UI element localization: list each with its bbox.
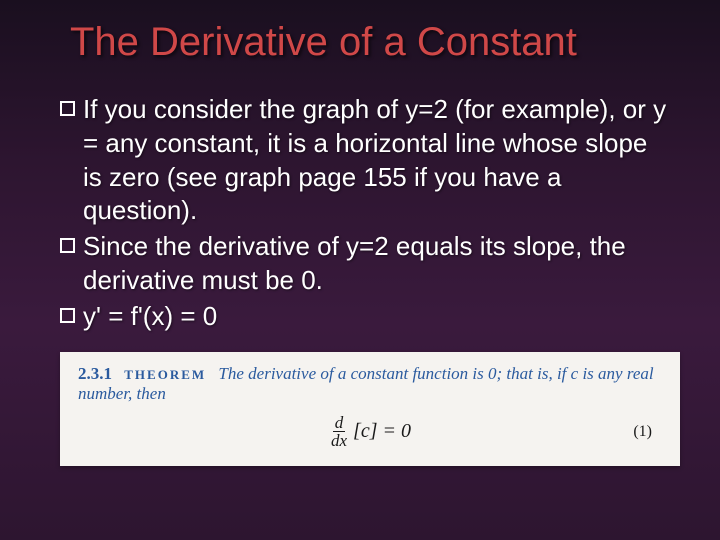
theorem-label: THEOREM <box>124 367 206 382</box>
equation-number: (1) <box>633 423 652 441</box>
theorem-box: 2.3.1 THEOREM The derivative of a consta… <box>60 352 680 467</box>
slide-title: The Derivative of a Constant <box>70 20 670 65</box>
fraction-numerator: d <box>333 414 346 432</box>
fraction: d dx <box>329 414 349 451</box>
bullet-box-icon <box>60 101 75 116</box>
formula-row: d dx [c] = 0 (1) <box>78 414 662 451</box>
bullet-box-icon <box>60 238 75 253</box>
theorem-header: 2.3.1 THEOREM The derivative of a consta… <box>78 364 662 404</box>
bullet-item: If you consider the graph of y=2 (for ex… <box>60 93 670 228</box>
fraction-denominator: dx <box>329 432 349 451</box>
bullet-text: If you consider the graph of y=2 (for ex… <box>83 93 670 228</box>
bullet-item: y' = f'(x) = 0 <box>60 300 670 334</box>
bullet-text: y' = f'(x) = 0 <box>83 300 670 334</box>
theorem-number: 2.3.1 <box>78 364 112 383</box>
bullet-text: Since the derivative of y=2 equals its s… <box>83 230 670 298</box>
formula-body: [c] = 0 <box>353 420 411 443</box>
bullet-item: Since the derivative of y=2 equals its s… <box>60 230 670 298</box>
slide-container: The Derivative of a Constant If you cons… <box>0 0 720 540</box>
content-area: If you consider the graph of y=2 (for ex… <box>50 93 670 466</box>
formula: d dx [c] = 0 <box>329 414 411 451</box>
bullet-box-icon <box>60 308 75 323</box>
